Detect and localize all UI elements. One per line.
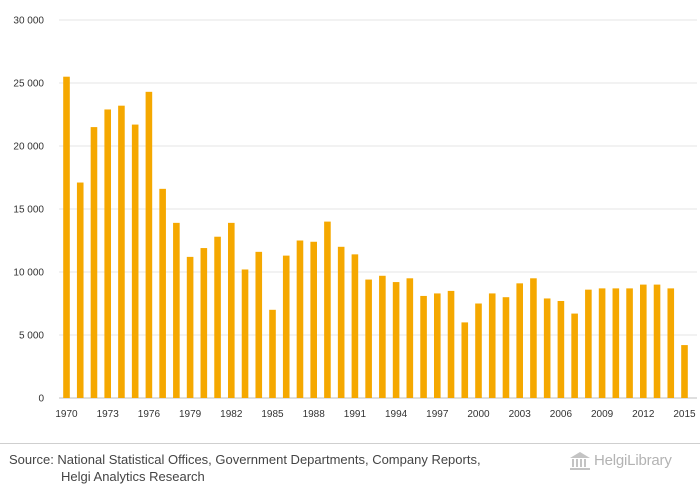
bar-1990 [337,246,345,398]
library-building-icon [570,452,590,470]
bar-1984 [255,251,263,398]
source-line-2: Helgi Analytics Research [61,469,205,484]
bar-2003 [516,283,523,398]
x-tick-label: 1973 [97,409,120,420]
helgi-library-logo: HelgiLibrary [568,451,696,471]
x-tick-label: 2006 [550,409,573,420]
bar-1980 [200,248,208,398]
bar-1981 [214,236,221,398]
logo-text: HelgiLibrary [594,452,672,469]
bar-1982 [228,222,235,398]
y-axis-tick-labels: 0 5 000 10 000 15 000 20 000 25 000 30 000 [13,16,44,405]
bar-1983 [241,269,249,398]
bar-2007 [571,313,578,398]
y-tick-label: 5 000 [19,331,44,342]
bar-1997 [434,293,441,398]
footer-divider [0,443,700,444]
bar-1998 [447,290,455,398]
bar-1986 [282,255,290,398]
x-tick-label: 1982 [220,409,243,420]
bar-1971 [76,182,84,398]
x-tick-label: 1991 [344,409,367,420]
bar-1976 [145,91,153,398]
bars [63,76,688,399]
bar-2000 [475,303,482,398]
bar-2011 [626,288,633,398]
y-tick-label: 20 000 [13,142,44,153]
x-tick-label: 1997 [426,409,449,420]
bar-1996 [420,295,427,398]
y-tick-label: 15 000 [13,205,44,216]
bar-2012 [640,284,647,398]
bar-1989 [324,221,331,398]
x-tick-label: 2003 [509,409,532,420]
bar-1974 [118,105,125,399]
bar-2004 [530,278,537,398]
bar-1973 [104,109,111,399]
x-tick-label: 1970 [55,409,78,420]
bar-2002 [502,297,510,398]
bar-2009 [598,288,606,398]
bar-1978 [173,222,180,398]
bar-2005 [543,298,551,398]
x-tick-label: 2009 [591,409,614,420]
x-tick-label: 1979 [179,409,202,420]
bar-1991 [351,254,359,398]
x-tick-label: 1976 [138,409,161,420]
bar-1979 [186,256,194,398]
bar-2010 [612,288,620,398]
bar-1985 [269,309,276,398]
source-line-1: Source: National Statistical Offices, Go… [9,452,481,467]
x-tick-label: 2000 [467,409,490,420]
x-tick-label: 1994 [385,409,408,420]
bar-2006 [557,300,565,398]
bar-1977 [159,188,166,398]
y-tick-label: 0 [38,394,44,405]
x-tick-label: 2015 [673,409,696,420]
bar-1999 [461,322,469,398]
bar-1970 [63,76,70,398]
y-tick-label: 10 000 [13,268,44,279]
bar-1988 [310,241,317,398]
y-tick-label: 25 000 [13,79,44,90]
bar-1992 [365,279,372,398]
bar-1972 [90,127,98,398]
x-tick-label: 2012 [632,409,655,420]
bar-2001 [488,293,496,398]
bar-1975 [131,124,139,398]
x-axis-tick-labels: 1970 1973 1976 1979 1982 1985 1988 1991 1994 1997… [55,409,696,420]
bar-1993 [379,275,386,398]
bar-2013 [653,284,661,398]
bar-2008 [585,289,592,398]
bar-1995 [406,278,414,398]
bar-2014 [667,288,675,398]
y-tick-label: 30 000 [13,16,44,27]
bar-chart: 0 5 000 10 000 15 000 20 000 25 000 30 000 197… [13,16,697,420]
x-tick-label: 1985 [261,409,284,420]
bar-1994 [392,282,400,398]
x-tick-label: 1988 [303,409,326,420]
bar-2015 [681,345,688,398]
source-note: Source: National Statistical Offices, Go… [9,451,569,485]
bar-1987 [296,240,304,398]
